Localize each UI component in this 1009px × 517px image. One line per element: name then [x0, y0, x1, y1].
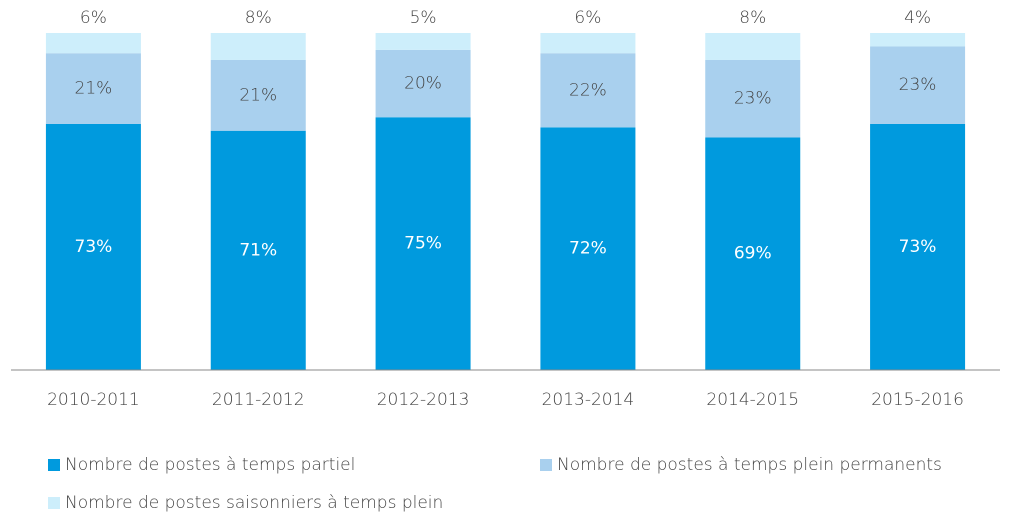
- bar-segment: [210, 33, 306, 60]
- data-label: 69%: [734, 244, 772, 264]
- legend-swatch: [48, 459, 60, 471]
- data-label: 21%: [75, 79, 113, 99]
- data-label: 21%: [239, 85, 277, 105]
- legend-swatch: [48, 497, 60, 509]
- data-label: 72%: [569, 239, 607, 259]
- x-tick-label: 2010-2011: [47, 390, 140, 410]
- data-label: 5%: [410, 8, 437, 28]
- legend-label: Nombre de postes à temps plein permanent…: [557, 455, 942, 475]
- bar-segment: [540, 33, 636, 54]
- data-label: 8%: [245, 8, 272, 28]
- bar-segment: [870, 33, 966, 47]
- bar-segment: [45, 123, 141, 371]
- legend-label: Nombre de postes à temps partiel: [65, 455, 355, 475]
- bar-segment: [375, 49, 471, 118]
- data-label: 6%: [574, 8, 601, 28]
- bar-segment: [540, 127, 636, 370]
- bar-segment: [705, 137, 801, 370]
- bar-segment: [540, 53, 636, 128]
- bar-segment: [45, 33, 141, 54]
- bar-segment: [375, 33, 471, 50]
- data-label: 8%: [739, 8, 766, 28]
- x-tick-label: 2013-2014: [542, 390, 635, 410]
- legend-swatch: [540, 459, 552, 471]
- data-label: 23%: [734, 89, 772, 109]
- bar-segment: [705, 33, 801, 60]
- legend-label: Nombre de postes saisonniers à temps ple…: [65, 493, 443, 513]
- bar-segment: [375, 117, 471, 370]
- data-label: 22%: [569, 80, 607, 100]
- x-tick-label: 2011-2012: [212, 390, 305, 410]
- data-label: 4%: [904, 8, 931, 28]
- x-tick-label: 2015-2016: [871, 390, 964, 410]
- data-label: 75%: [404, 234, 442, 254]
- bar-segment: [210, 130, 306, 370]
- data-label: 6%: [80, 8, 107, 28]
- bar-segment: [210, 59, 306, 131]
- x-tick-label: 2014-2015: [706, 390, 799, 410]
- data-label: 73%: [75, 237, 113, 257]
- bar-segment: [45, 53, 141, 124]
- data-label: 73%: [899, 237, 937, 257]
- bar-segment: [870, 46, 966, 124]
- data-label: 20%: [404, 74, 442, 94]
- data-label: 23%: [899, 75, 937, 95]
- x-tick-label: 2012-2013: [377, 390, 470, 410]
- bar-segment: [870, 123, 966, 371]
- data-label: 71%: [239, 240, 277, 260]
- bar-segment: [705, 59, 801, 138]
